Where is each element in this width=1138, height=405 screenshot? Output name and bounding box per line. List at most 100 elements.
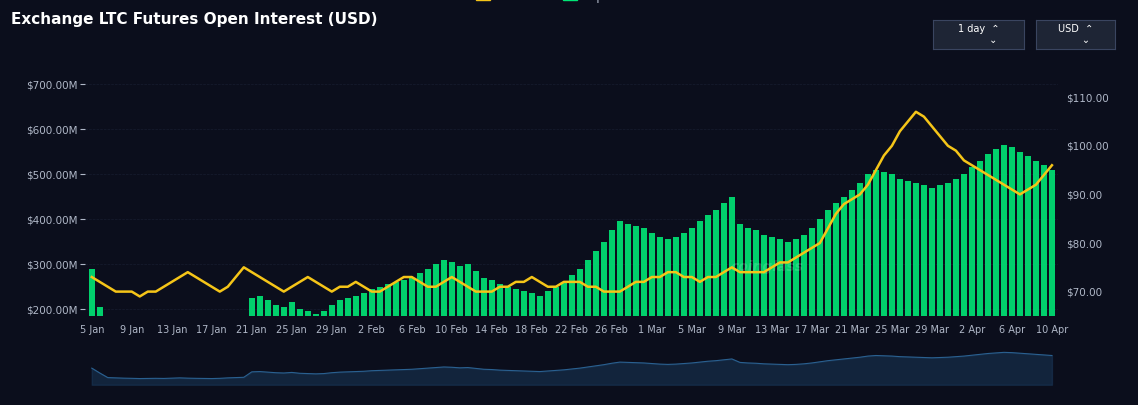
Bar: [825, 210, 831, 399]
Bar: [240, 341, 247, 399]
Bar: [657, 237, 663, 399]
Bar: [953, 179, 959, 399]
Bar: [768, 237, 775, 399]
Bar: [377, 287, 384, 399]
Bar: [785, 242, 791, 399]
Bar: [945, 183, 951, 399]
Bar: [937, 185, 943, 399]
Bar: [593, 251, 599, 399]
Bar: [512, 289, 519, 399]
Bar: [168, 347, 175, 399]
Legend: LTC Price, Open Interest: LTC Price, Open Interest: [472, 0, 671, 6]
Bar: [329, 305, 335, 399]
Bar: [712, 210, 719, 399]
Bar: [192, 349, 199, 399]
Bar: [361, 293, 366, 399]
Bar: [256, 296, 263, 399]
Bar: [97, 307, 102, 399]
Bar: [921, 185, 927, 399]
Bar: [321, 311, 327, 399]
Bar: [264, 300, 271, 399]
Bar: [224, 345, 231, 399]
Bar: [545, 291, 551, 399]
Bar: [456, 266, 463, 399]
Bar: [480, 278, 487, 399]
Bar: [688, 228, 695, 399]
Bar: [1032, 161, 1039, 399]
Bar: [929, 188, 935, 399]
Bar: [984, 154, 991, 399]
Bar: [424, 269, 431, 399]
Bar: [289, 303, 295, 399]
Bar: [744, 228, 751, 399]
Bar: [145, 350, 151, 399]
Bar: [297, 309, 303, 399]
Bar: [641, 228, 648, 399]
Bar: [1016, 151, 1023, 399]
Bar: [401, 280, 407, 399]
Bar: [472, 271, 479, 399]
Bar: [776, 239, 783, 399]
Bar: [281, 307, 287, 399]
Bar: [208, 351, 215, 399]
Bar: [1049, 170, 1055, 399]
Bar: [889, 174, 896, 399]
Bar: [152, 349, 159, 399]
Bar: [529, 293, 535, 399]
Bar: [121, 347, 127, 399]
Bar: [137, 351, 143, 399]
Bar: [160, 350, 167, 399]
Bar: [625, 224, 632, 399]
Bar: [345, 298, 351, 399]
Bar: [569, 275, 575, 399]
Bar: [1000, 145, 1007, 399]
Bar: [849, 190, 855, 399]
Bar: [793, 239, 799, 399]
Bar: [1008, 147, 1015, 399]
Bar: [520, 291, 527, 399]
Bar: [553, 287, 559, 399]
Text: USD  ⌃
       ⌄: USD ⌃ ⌄: [1058, 23, 1092, 45]
Bar: [897, 179, 904, 399]
Bar: [129, 349, 135, 399]
Bar: [649, 232, 655, 399]
Bar: [728, 197, 735, 399]
Bar: [665, 239, 671, 399]
Bar: [809, 228, 815, 399]
Bar: [393, 282, 399, 399]
Bar: [681, 232, 687, 399]
Text: 1 day  ⌃
         ⌄: 1 day ⌃ ⌄: [958, 23, 999, 45]
Bar: [273, 305, 279, 399]
Bar: [537, 296, 543, 399]
Bar: [464, 264, 471, 399]
Bar: [385, 284, 391, 399]
Bar: [881, 172, 888, 399]
Bar: [561, 282, 567, 399]
Bar: [176, 345, 183, 399]
Bar: [833, 203, 839, 399]
Bar: [89, 269, 94, 399]
Bar: [448, 262, 455, 399]
Bar: [409, 278, 415, 399]
Bar: [760, 235, 767, 399]
Bar: [305, 311, 311, 399]
Bar: [504, 287, 511, 399]
Bar: [905, 181, 912, 399]
Bar: [601, 242, 607, 399]
Bar: [817, 219, 823, 399]
Bar: [865, 174, 871, 399]
Bar: [609, 230, 615, 399]
Bar: [1041, 165, 1047, 399]
Text: Exchange LTC Futures Open Interest (USD): Exchange LTC Futures Open Interest (USD): [11, 12, 378, 27]
Bar: [105, 343, 110, 399]
Bar: [417, 273, 423, 399]
Bar: [673, 237, 679, 399]
Bar: [913, 183, 920, 399]
Bar: [313, 313, 319, 399]
Bar: [184, 347, 191, 399]
Bar: [113, 345, 119, 399]
Bar: [736, 224, 743, 399]
Bar: [1024, 156, 1031, 399]
Bar: [617, 222, 622, 399]
Bar: [992, 149, 999, 399]
